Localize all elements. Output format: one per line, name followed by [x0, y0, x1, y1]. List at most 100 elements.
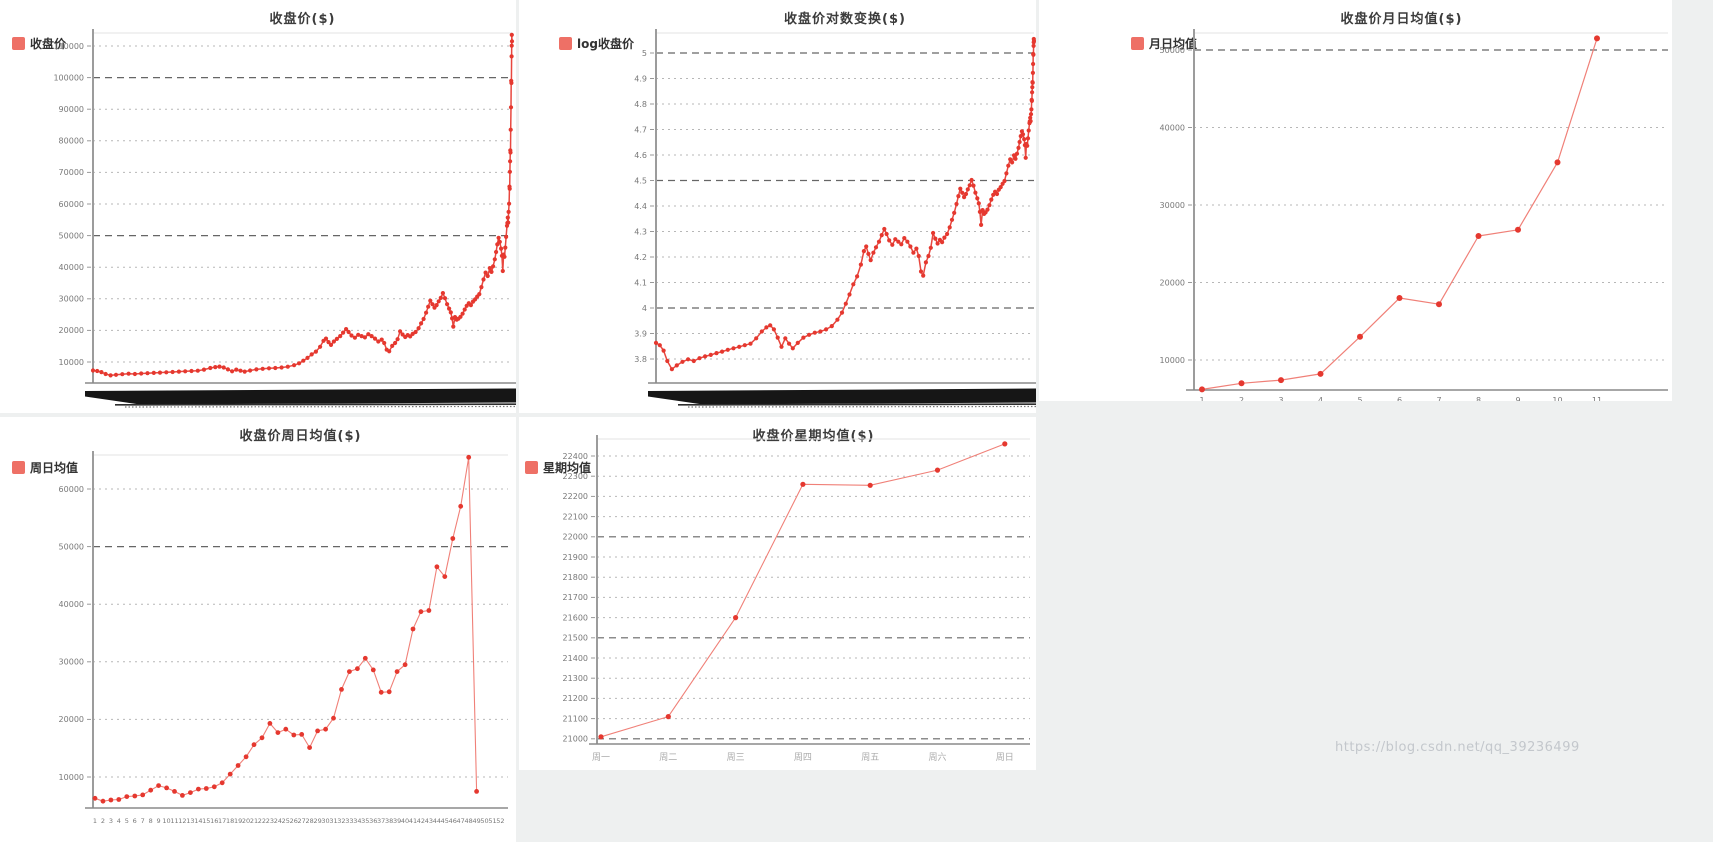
svg-text:24: 24 — [274, 817, 282, 825]
legend-log-price: log收盘价 — [559, 35, 634, 52]
svg-text:30: 30 — [321, 817, 329, 825]
svg-text:50000: 50000 — [59, 542, 84, 551]
svg-text:5: 5 — [642, 49, 647, 58]
svg-text:8: 8 — [1476, 396, 1481, 401]
svg-text:22: 22 — [258, 817, 266, 825]
svg-text:36: 36 — [369, 817, 377, 825]
svg-text:5: 5 — [1357, 396, 1362, 401]
svg-text:7: 7 — [141, 817, 145, 825]
svg-text:3: 3 — [1278, 396, 1283, 401]
svg-text:100000: 100000 — [53, 73, 84, 82]
legend-weekly-avg: 周日均值 — [12, 459, 78, 476]
svg-text:9: 9 — [1515, 396, 1520, 401]
chart-title-log-price: 收盘价对数变换($) — [784, 12, 906, 27]
svg-text:70000: 70000 — [59, 168, 84, 177]
chart-title-weekday-avg: 收盘价星期均值($) — [752, 429, 875, 444]
svg-text:3: 3 — [109, 817, 113, 825]
svg-text:4.4: 4.4 — [634, 202, 647, 211]
svg-text:41: 41 — [409, 817, 417, 825]
svg-text:22000: 22000 — [563, 533, 588, 542]
svg-text:20: 20 — [242, 817, 250, 825]
chart-canvas-closing-price: 110000 100000 90000 80000 70000 60000 50000 400… — [53, 29, 516, 408]
svg-text:42: 42 — [417, 817, 425, 825]
svg-text:32: 32 — [337, 817, 345, 825]
legend-label: 月日均值 — [1149, 37, 1198, 51]
svg-text:8: 8 — [149, 817, 153, 825]
svg-text:21900: 21900 — [563, 553, 588, 562]
svg-text:4.7: 4.7 — [634, 125, 647, 134]
svg-text:21100: 21100 — [563, 714, 588, 723]
svg-text:49: 49 — [472, 817, 480, 825]
svg-text:29: 29 — [313, 817, 321, 825]
svg-text:39: 39 — [393, 817, 401, 825]
chart-card-closing-price: 收盘价($) 收盘价 110000 100000 90000 80000 70000 60… — [0, 0, 516, 413]
svg-text:4: 4 — [117, 817, 121, 825]
svg-text:43: 43 — [425, 817, 433, 825]
svg-text:47: 47 — [457, 817, 465, 825]
svg-text:40000: 40000 — [59, 263, 84, 272]
svg-text:周二: 周二 — [659, 752, 677, 763]
svg-text:21300: 21300 — [563, 674, 588, 683]
chart-title-monthly-avg: 收盘价月日均值($) — [1340, 12, 1463, 27]
svg-text:11: 11 — [170, 817, 178, 825]
svg-text:2: 2 — [101, 817, 105, 825]
svg-text:11: 11 — [1592, 396, 1602, 401]
svg-text:周六: 周六 — [928, 751, 946, 763]
svg-text:10: 10 — [1552, 396, 1562, 401]
svg-text:15: 15 — [202, 817, 210, 825]
svg-text:2: 2 — [1239, 396, 1244, 401]
svg-text:14: 14 — [194, 817, 202, 825]
legend-monthly-avg: 月日均值 — [1131, 35, 1197, 52]
svg-text:5: 5 — [125, 817, 129, 825]
svg-text:45: 45 — [441, 817, 449, 825]
svg-text:18: 18 — [226, 817, 234, 825]
svg-text:34: 34 — [353, 817, 361, 825]
chart-card-weekly-avg: 收盘价周日均值($) 周日均值 60000 50000 40000 30000 2000… — [0, 417, 516, 842]
svg-text:48: 48 — [465, 817, 473, 825]
svg-text:30000: 30000 — [59, 295, 84, 304]
svg-text:4.1: 4.1 — [634, 278, 647, 287]
legend-label: 星期均值 — [543, 461, 592, 475]
svg-text:60000: 60000 — [59, 200, 84, 209]
svg-text:周四: 周四 — [794, 752, 812, 763]
chart-canvas-weekday-avg: 22400 22300 22200 22100 22000 21900 21800 21700… — [563, 435, 1030, 763]
svg-text:周五: 周五 — [861, 752, 879, 763]
svg-text:13: 13 — [186, 817, 194, 825]
svg-text:21700: 21700 — [563, 593, 588, 602]
svg-text:周一: 周一 — [592, 752, 610, 763]
svg-text:4: 4 — [1318, 396, 1323, 401]
svg-text:40000: 40000 — [59, 600, 84, 609]
svg-text:40: 40 — [401, 817, 409, 825]
svg-text:28: 28 — [306, 817, 314, 825]
svg-text:4.8: 4.8 — [634, 100, 647, 109]
chart-canvas-monthly-avg: 50000 40000 30000 20000 10000 1 2 3 4 5 6 7 8 9 10 11 — [1160, 29, 1668, 401]
svg-text:26: 26 — [290, 817, 298, 825]
svg-text:6: 6 — [1397, 396, 1402, 401]
svg-text:4.2: 4.2 — [634, 253, 647, 262]
legend-weekday-avg: 星期均值 — [525, 459, 591, 476]
svg-text:50000: 50000 — [59, 231, 84, 240]
legend-swatch-icon — [12, 37, 25, 50]
svg-text:21600: 21600 — [563, 613, 588, 622]
legend-label: 周日均值 — [30, 461, 79, 475]
svg-text:21800: 21800 — [563, 573, 588, 582]
svg-text:33: 33 — [345, 817, 353, 825]
svg-text:19: 19 — [234, 817, 242, 825]
svg-text:30000: 30000 — [59, 658, 84, 667]
svg-text:50000: 50000 — [1160, 46, 1185, 55]
chart-canvas-log-price: 5 4.9 4.8 4.7 4.6 4.5 4.4 4.3 4.2 4.1 4 3.9 3.8 — [634, 29, 1036, 408]
svg-text:6: 6 — [133, 817, 137, 825]
svg-text:30000: 30000 — [1160, 201, 1185, 210]
svg-text:23: 23 — [266, 817, 274, 825]
svg-text:周三: 周三 — [727, 752, 745, 763]
svg-text:21500: 21500 — [563, 634, 588, 643]
svg-text:12: 12 — [178, 817, 186, 825]
svg-text:4: 4 — [642, 304, 647, 313]
svg-text:10000: 10000 — [59, 358, 84, 367]
svg-text:3.8: 3.8 — [634, 355, 647, 364]
legend-swatch-icon — [559, 37, 572, 50]
svg-text:4.5: 4.5 — [634, 176, 647, 185]
svg-text:27: 27 — [298, 817, 306, 825]
svg-text:22300: 22300 — [563, 472, 588, 481]
svg-text:52: 52 — [496, 817, 504, 825]
